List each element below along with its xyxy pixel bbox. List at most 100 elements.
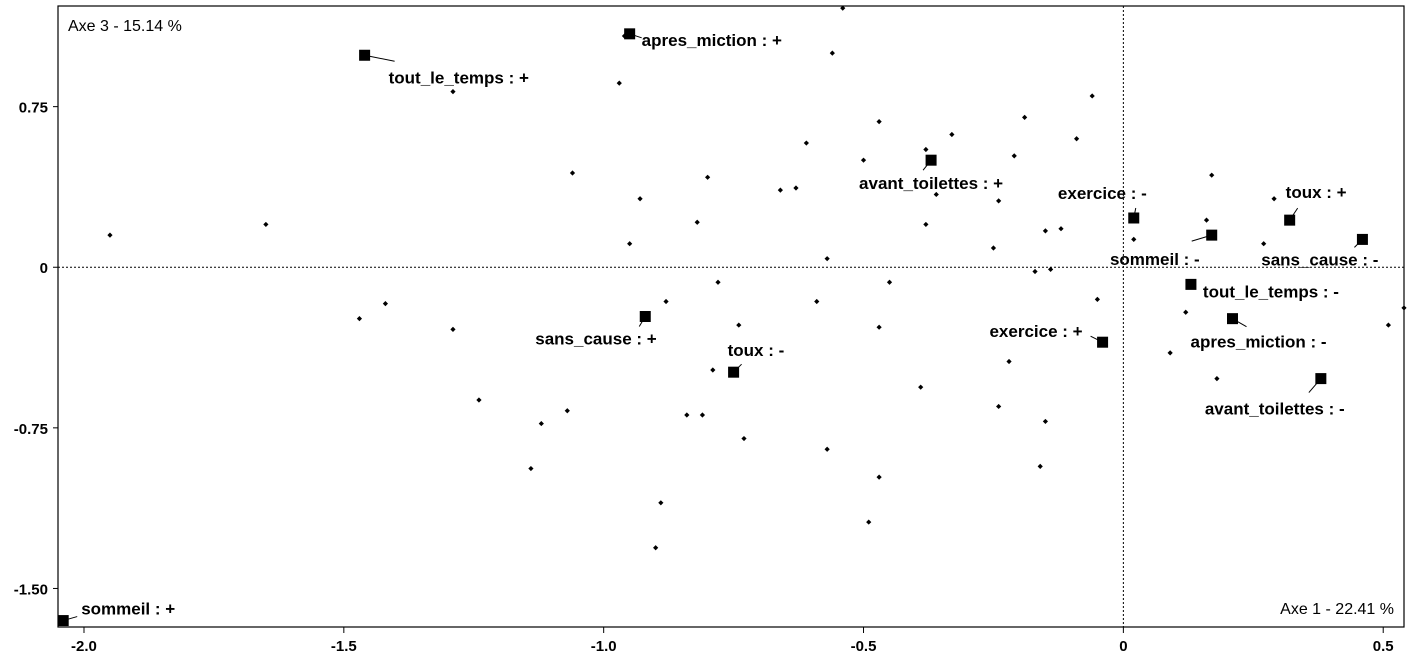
x-axis-title: Axe 1 - 22.41 % bbox=[1280, 601, 1394, 618]
individual-point bbox=[1209, 172, 1215, 178]
category-point bbox=[639, 311, 651, 322]
category-point bbox=[1128, 212, 1140, 224]
individual-point bbox=[824, 446, 830, 452]
individual-point bbox=[876, 474, 882, 480]
individual-point bbox=[699, 412, 706, 418]
individual-point bbox=[918, 384, 924, 390]
category-label: sommeil : - bbox=[1110, 250, 1200, 269]
individual-point bbox=[564, 408, 570, 414]
individual-point bbox=[866, 519, 872, 525]
individual-point bbox=[653, 545, 659, 551]
individual-point bbox=[777, 187, 783, 193]
individual-point bbox=[1073, 136, 1080, 142]
individual-point bbox=[1167, 350, 1173, 356]
individual-point bbox=[1037, 463, 1043, 469]
category-point bbox=[1284, 214, 1296, 226]
individual-point bbox=[876, 119, 882, 125]
x-tick-label: -2.0 bbox=[71, 638, 97, 655]
individual-point bbox=[933, 191, 939, 198]
y-axis-title: Axe 3 - 15.14 % bbox=[68, 18, 182, 35]
y-tick-label: -0.75 bbox=[14, 421, 48, 438]
x-tick-label: 0.5 bbox=[1373, 638, 1394, 655]
category-label: toux : + bbox=[1286, 183, 1347, 202]
individual-points bbox=[107, 5, 1407, 551]
individual-point bbox=[658, 500, 664, 506]
individual-point bbox=[876, 324, 882, 330]
y-tick-label: 0 bbox=[40, 260, 48, 277]
individual-point bbox=[886, 279, 893, 285]
individual-point bbox=[824, 256, 830, 262]
individual-point bbox=[996, 198, 1002, 204]
category-point bbox=[624, 28, 636, 40]
category-point bbox=[1356, 233, 1368, 245]
individual-point bbox=[1042, 228, 1049, 234]
individual-point bbox=[627, 241, 633, 247]
individual-point bbox=[1032, 268, 1038, 275]
plot-frame bbox=[57, 5, 1405, 628]
individual-point bbox=[1203, 217, 1210, 223]
individual-point bbox=[1131, 236, 1137, 243]
category-point bbox=[728, 366, 740, 378]
category-point bbox=[1227, 313, 1239, 325]
individual-point bbox=[996, 403, 1002, 410]
individual-point bbox=[263, 221, 269, 228]
individual-point bbox=[1058, 226, 1064, 232]
individual-point bbox=[1011, 153, 1017, 159]
x-tick-label: -1.5 bbox=[331, 638, 357, 655]
category-point bbox=[57, 615, 69, 627]
individual-point bbox=[715, 279, 721, 285]
individual-point bbox=[736, 322, 742, 328]
individual-point bbox=[450, 89, 456, 95]
individual-point bbox=[1401, 305, 1407, 311]
x-axis-ticks: -2.0 -1.5 -1.0 -0.5 0 0.5 bbox=[71, 627, 1394, 655]
individual-point bbox=[476, 397, 482, 403]
reference-lines bbox=[58, 6, 1404, 627]
individual-point bbox=[663, 298, 669, 305]
individual-point bbox=[923, 146, 929, 153]
individual-point bbox=[1042, 418, 1049, 425]
x-tick-label: 0 bbox=[1119, 638, 1127, 655]
category-label: avant_toilettes : - bbox=[1205, 400, 1345, 419]
category-label: tout_le_temps : - bbox=[1203, 282, 1339, 301]
individual-point bbox=[528, 465, 534, 472]
individual-point bbox=[829, 50, 835, 56]
individual-point bbox=[382, 301, 389, 307]
individual-point bbox=[684, 412, 690, 418]
category-point bbox=[1206, 229, 1218, 241]
y-axis-ticks: 0.75 0 -0.75 -1.50 bbox=[14, 100, 58, 598]
individual-point bbox=[538, 420, 544, 427]
individual-point bbox=[694, 219, 700, 225]
individual-point bbox=[356, 316, 363, 322]
category-label: exercice : + bbox=[989, 322, 1082, 341]
individual-point bbox=[803, 140, 809, 146]
individual-point bbox=[814, 298, 820, 305]
category-label: exercice : - bbox=[1058, 184, 1147, 203]
category-point bbox=[1097, 336, 1109, 348]
category-label: avant_toilettes : + bbox=[859, 174, 1003, 193]
individual-point bbox=[990, 245, 997, 251]
individual-point bbox=[1022, 114, 1028, 120]
individual-point bbox=[569, 170, 576, 176]
y-tick-label: 0.75 bbox=[19, 100, 48, 117]
individual-point bbox=[710, 367, 716, 373]
individual-point bbox=[923, 221, 929, 228]
individual-point bbox=[860, 157, 867, 163]
category-point bbox=[925, 154, 937, 166]
x-tick-label: -0.5 bbox=[851, 638, 877, 655]
individual-point bbox=[616, 80, 622, 86]
x-tick-label: -1.0 bbox=[591, 638, 617, 655]
individual-point bbox=[741, 435, 747, 442]
category-point bbox=[1185, 278, 1197, 290]
category-label: toux : - bbox=[728, 341, 785, 360]
individual-point bbox=[705, 174, 711, 180]
individual-point bbox=[949, 131, 955, 138]
category-points: sommeil : + tout_le_temps : + apres_mictio… bbox=[57, 28, 1378, 627]
individual-point bbox=[637, 196, 643, 202]
category-point bbox=[359, 49, 371, 61]
individual-point bbox=[1261, 241, 1267, 247]
category-label: sans_cause : + bbox=[535, 330, 657, 349]
individual-point bbox=[1385, 322, 1392, 328]
category-label: tout_le_temps : + bbox=[389, 68, 529, 87]
category-label: apres_miction : + bbox=[642, 31, 782, 50]
